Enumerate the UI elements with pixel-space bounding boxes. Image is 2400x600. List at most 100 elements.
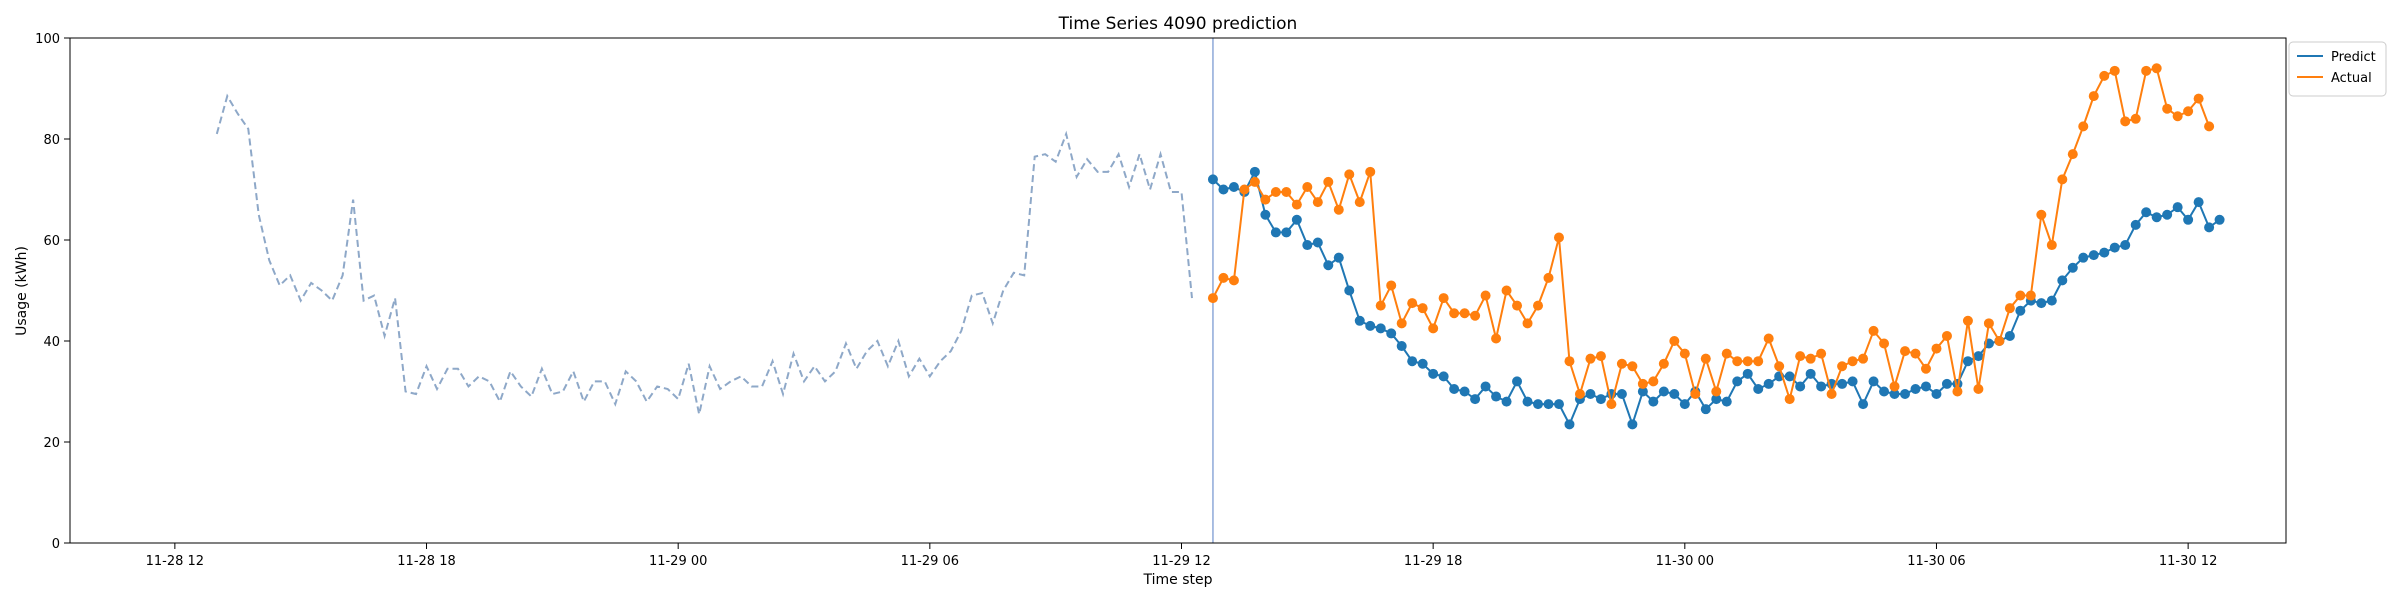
actual-point [2067,149,2078,160]
actual-point [2004,303,2015,314]
plot-area [215,38,2225,543]
predict-point [2067,262,2078,273]
actual-point [1291,199,1302,210]
predict-point [1595,394,1606,405]
actual-point [1648,376,1659,387]
actual-point [2057,174,2068,185]
x-tick-label: 11-29 12 [1152,554,1210,569]
predict-point [2204,222,2215,233]
predict-point [1795,381,1806,392]
predict-point [1700,404,1711,415]
predict-point [1585,389,1596,400]
actual-point [1637,378,1648,389]
actual-point [1658,358,1669,369]
predict-point [1784,371,1795,382]
predict-point [2088,250,2099,261]
predict-point [1344,285,1355,296]
actual-point [2036,209,2047,220]
actual-point [2078,121,2089,132]
predict-point [1207,174,1218,185]
actual-point [2025,290,2036,301]
actual-point [1417,303,1428,314]
actual-point [1795,351,1806,362]
predict-point [1763,378,1774,389]
x-tick-label: 11-30 12 [2159,554,2217,569]
predict-point [1281,227,1292,238]
predict-point [2015,305,2026,316]
predict-point [1438,371,1449,382]
x-tick-label: 11-30 06 [1907,554,1965,569]
predict-point [1260,209,1271,220]
actual-point [1669,336,1680,346]
predict-point [2183,214,2194,225]
actual-point [1941,330,1952,341]
actual-point [1879,338,1890,349]
x-tick-label: 11-28 18 [397,554,455,569]
actual-point [1690,389,1701,400]
y-tick-label: 20 [43,436,60,451]
predict-point [1291,214,1302,225]
predict-point [1365,320,1376,331]
actual-point [1459,308,1470,319]
y-tick-label: 100 [35,32,60,47]
actual-point [1302,181,1313,192]
actual-point [1574,389,1585,400]
actual-point [2162,103,2173,114]
predict-point [2120,240,2131,251]
predict-point [1816,381,1827,392]
actual-point [1627,361,1638,372]
actual-point [1910,348,1921,359]
actual-point [1962,315,1973,326]
actual-point [1449,308,1460,319]
actual-point [2183,106,2194,117]
predict-point [1459,386,1470,397]
actual-point [1994,336,2005,346]
actual-point [1900,346,1911,357]
predict-point [1711,394,1722,405]
actual-point [1805,353,1816,364]
predict-point [1543,399,1554,410]
legend: Predict Actual [2288,41,2387,97]
predict-point [1753,383,1764,394]
actual-point [1312,197,1323,208]
predict-point [1889,389,1900,400]
actual-point [1721,348,1732,359]
actual-point [1952,386,1963,397]
actual-point [1491,333,1502,344]
actual-point [1826,389,1837,400]
predict-point [1323,260,1334,271]
predict-point [2036,298,2047,309]
actual-point [1595,351,1606,362]
actual-point [1774,361,1785,372]
actual-point [1679,348,1690,359]
predict-point [1354,315,1365,326]
predict-point [1512,376,1523,387]
actual-point [1585,353,1596,364]
predict-point [1470,394,1481,405]
y-axis-label: Usage (kWh) [14,246,30,336]
actual-point [1742,356,1753,367]
predict-point [2172,202,2183,213]
actual-point [1218,272,1229,283]
legend-predict-label: Predict [2331,50,2376,65]
predict-point [2151,212,2162,223]
actual-point [1763,333,1774,344]
actual-line [1212,67,2211,405]
predict-point [1501,396,1512,407]
actual-point [1606,399,1617,410]
predict-point [1375,323,1386,334]
y-tick-label: 0 [52,537,60,552]
predict-point [1564,419,1575,430]
predict-point [1920,381,1931,392]
predict-point [1270,227,1281,238]
predict-point [1858,399,1869,410]
predict-point [1228,181,1239,192]
predict-point [2214,214,2225,225]
predict-point [2130,219,2141,230]
actual-point [1207,293,1218,304]
actual-point [1700,353,1711,364]
predict-point [1648,396,1659,407]
actual-point [2141,65,2152,76]
actual-point [1920,363,1931,374]
actual-point [2099,70,2110,81]
